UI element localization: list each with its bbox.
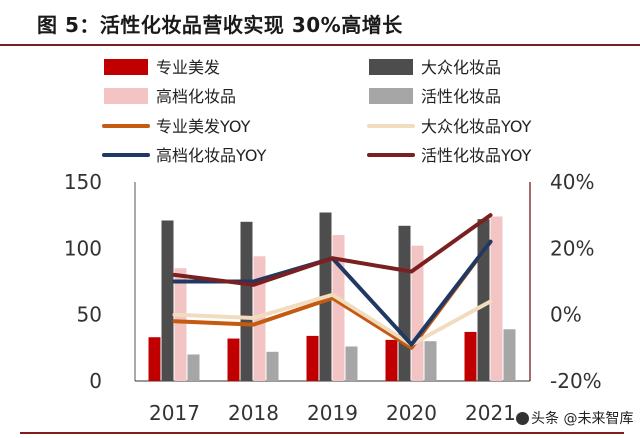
watermark-text: 头条 @未来智库: [531, 411, 634, 427]
yoy-line-4: [172, 213, 493, 287]
x-tick-label: 2018: [228, 401, 279, 425]
legend-swatch: [369, 59, 413, 75]
y-left-tick-label: 150: [64, 170, 102, 194]
bar-3: [490, 216, 503, 381]
legend-swatch: [104, 59, 148, 75]
bar-3: [411, 245, 424, 381]
bar-3: [253, 256, 266, 381]
bar-1: [385, 339, 398, 381]
y-right-tick-label: 20%: [550, 236, 594, 260]
y-right-tick-label: 40%: [550, 170, 594, 194]
watermark: 头条 @未来智库: [514, 408, 636, 428]
legend-label: 活性化妆品YOY: [421, 146, 532, 165]
legend-label: 专业美发: [156, 58, 220, 77]
bar-2: [477, 219, 490, 381]
legend-label: 高档化妆品YOY: [156, 146, 267, 165]
legend-label: 专业美发YOY: [156, 117, 251, 136]
yoy-line-2: [172, 292, 493, 347]
legend-label: 高档化妆品: [156, 87, 236, 106]
bar-3: [332, 235, 345, 381]
bar-4: [266, 351, 279, 381]
y-left-tick-label: 50: [77, 303, 102, 327]
lines: [172, 213, 493, 350]
bar-1: [464, 331, 477, 381]
y-right-tick-label: 0%: [550, 303, 582, 327]
legend-label: 活性化妆品: [421, 87, 501, 106]
bottom-rule: [20, 432, 624, 434]
figure-title: 图 5：活性化妆品营收实现 30%高增长: [37, 13, 403, 37]
bar-2: [161, 220, 174, 381]
axes: 0 50 100 150 -20% 0% 20% 40% 2017 2018 2019 2020 202…: [64, 170, 602, 425]
x-tick-label: 2019: [307, 401, 358, 425]
figure-title-bar: 图 5：活性化妆品营收实现 30%高增长: [0, 0, 640, 46]
x-tick-label: 2017: [149, 401, 200, 425]
bar-1: [148, 337, 161, 381]
bar-2: [398, 225, 411, 381]
x-tick-label: 2021: [465, 401, 516, 425]
bar-4: [187, 354, 200, 381]
bar-4: [424, 341, 437, 381]
bar-4: [503, 329, 516, 381]
y-right-tick-label: -20%: [550, 369, 602, 393]
bar-2: [240, 221, 253, 381]
legend-swatch: [104, 88, 148, 104]
legend-label: 大众化妆品YOY: [421, 117, 532, 136]
bar-3: [174, 268, 187, 381]
bar-1: [227, 338, 240, 381]
x-tick-label: 2020: [386, 401, 437, 425]
legend-swatch: [369, 88, 413, 104]
bar-4: [345, 346, 358, 381]
y-left-tick-label: 100: [64, 236, 102, 260]
legend-label: 大众化妆品: [421, 58, 501, 77]
toutiao-logo-icon: [516, 412, 529, 425]
y-left-tick-label: 0: [89, 369, 102, 393]
bar-1: [306, 335, 319, 381]
